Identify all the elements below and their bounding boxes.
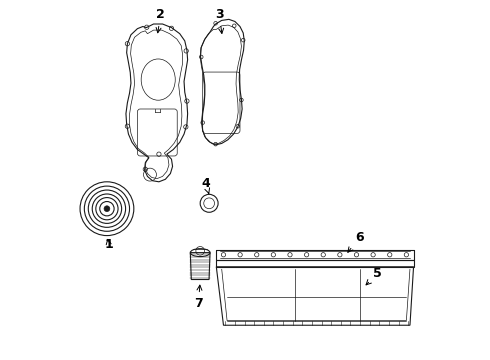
Text: 7: 7 (194, 285, 203, 310)
Circle shape (104, 206, 110, 212)
Text: 4: 4 (201, 177, 210, 193)
Text: 5: 5 (366, 267, 382, 285)
Text: 1: 1 (104, 238, 113, 251)
Text: 6: 6 (348, 231, 364, 252)
Text: 2: 2 (156, 8, 165, 33)
Text: 3: 3 (215, 8, 223, 33)
